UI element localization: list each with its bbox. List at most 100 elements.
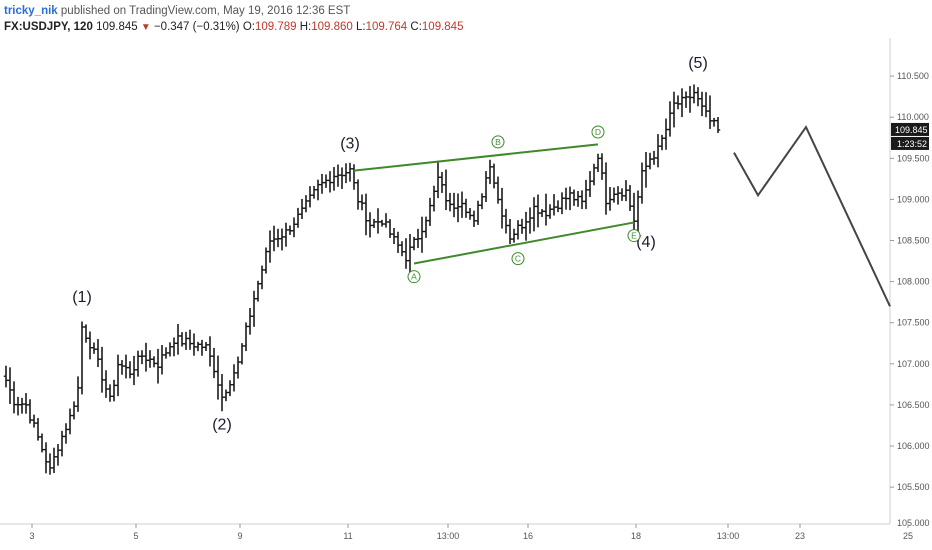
ohlc-bar: [711, 117, 717, 127]
ohlc-bar: [343, 163, 349, 184]
ohlc-bar: [111, 379, 117, 402]
ohlc-bar: [99, 346, 105, 393]
quote-line: FX:USDJPY, 120 109.845 ▼ −0.347 (−0.31%)…: [4, 21, 463, 33]
ohlc-bar: [659, 134, 665, 151]
ohlc-bar: [483, 171, 489, 202]
circle-label-ring: [491, 135, 505, 149]
ohlc-bar: [279, 228, 285, 251]
time-tick-label: 18: [631, 531, 641, 541]
ohlc-bar: [287, 225, 293, 235]
ohlc-bar: [687, 85, 693, 113]
ohlc-bar: [67, 408, 73, 435]
ohlc-bar: [387, 219, 393, 238]
time-tick-label: 5: [133, 531, 138, 541]
ohlc-bar: [167, 342, 173, 357]
ohlc-bar: [559, 192, 565, 215]
price-axis: 105.500 106.000 106.500 107.000 107.500 108.0…: [890, 71, 930, 528]
ohlc-bar: [683, 91, 689, 108]
ohlc-bar: [647, 152, 653, 170]
ohlc-bar: [27, 399, 33, 424]
ohlc-bar: [623, 180, 629, 202]
ohlc-bar: [591, 163, 597, 186]
ohlc-bar: [707, 95, 713, 129]
ohlc-bar: [87, 331, 93, 360]
ohlc-bar: [31, 414, 37, 428]
ohlc-bar: [423, 216, 429, 238]
ohlc-bar: [651, 150, 657, 165]
ohlc-bar: [327, 171, 333, 193]
ohlc-bar: [415, 228, 421, 249]
last-price-tag: 109.845: [891, 122, 929, 136]
ohlc-bar: [51, 447, 57, 474]
circle-label-ring: [511, 252, 525, 266]
ohlc-bar: [39, 433, 45, 453]
ohlc-bar: [163, 347, 169, 359]
ohlc-bar: [503, 208, 509, 234]
ohlc-bar: [539, 209, 545, 217]
ohlc-bar: [255, 280, 261, 302]
wave-label: (2): [212, 417, 232, 434]
ohlc-bar: [43, 442, 49, 474]
ohlc-bar: [631, 192, 637, 235]
ohlc-bar: [443, 169, 449, 211]
ohlc-bar: [331, 167, 337, 191]
ohlc-bar: [467, 207, 473, 220]
price-tick-label: 105.500: [897, 482, 930, 492]
ohlc-bar: [479, 193, 485, 210]
ohlc-bar: [611, 187, 617, 203]
ohlc-bar: [267, 230, 273, 263]
ohlc-bar: [575, 191, 581, 207]
chart-header: tricky_nik published on TradingView.com,…: [0, 0, 932, 38]
author-link[interactable]: tricky_nik: [4, 5, 58, 17]
ohlc-bar: [23, 393, 29, 414]
ohlc-bar: [567, 186, 573, 211]
ohlc-bar: [315, 179, 321, 201]
ohlc-bar: [159, 344, 165, 375]
ohlc-bar: [83, 324, 89, 343]
ohlc-bar: [507, 219, 513, 244]
ohlc-bar: [379, 219, 385, 227]
ohlc-bar: [151, 356, 157, 368]
ohlc-bar: [431, 185, 437, 212]
ohlc-bar: [403, 238, 409, 269]
ohlc-bar: [123, 354, 129, 379]
ohlc-bar: [579, 190, 585, 210]
ohlc-bar: [491, 163, 497, 189]
ohlc-bar: [671, 91, 677, 128]
last-price-value: 109.845: [96, 21, 138, 33]
ohlc-bar: [411, 236, 417, 251]
ohlc-bar: [15, 396, 21, 416]
ohlc-bar: [367, 212, 373, 238]
ohlc-bar: [251, 290, 257, 327]
ohlc-bar: [471, 210, 477, 227]
ohlc-bar: [547, 204, 553, 219]
ohlc-bar: [695, 87, 701, 107]
close-label: C:: [410, 21, 422, 33]
ohlc-bar: [247, 307, 253, 335]
drawing-overlays: (1) (2) (3) (4) (5) A B C D E: [72, 55, 891, 434]
circle-label: B: [491, 135, 505, 149]
circle-label-ring: [627, 229, 641, 243]
ohlc-bar: [355, 179, 361, 210]
ohlc-bar: [475, 200, 481, 225]
ohlc-bar: [203, 341, 209, 351]
ohlc-bar: [715, 117, 721, 133]
ohlc-bar: [63, 423, 69, 444]
time-tick-label: 23: [795, 531, 805, 541]
ohlc-bar: [451, 192, 457, 218]
ohlc-bar: [35, 418, 41, 441]
ohlc-bar: [527, 207, 533, 234]
time-tick-label: 25: [903, 531, 913, 541]
price-tick-label: 110.500: [897, 71, 929, 81]
time-tick-label: 11: [343, 531, 352, 541]
high-label: H:: [299, 21, 312, 33]
ohlc-bar: [531, 197, 537, 232]
countdown-tag-bg: [891, 136, 929, 150]
time-tick-label: 13:00: [437, 531, 460, 541]
ohlc-bar: [7, 367, 13, 404]
ohlc-bar: [107, 384, 113, 402]
ohlc-bar: [19, 397, 25, 414]
ohlc-bar: [607, 187, 613, 211]
ohlc-bar: [535, 194, 541, 228]
